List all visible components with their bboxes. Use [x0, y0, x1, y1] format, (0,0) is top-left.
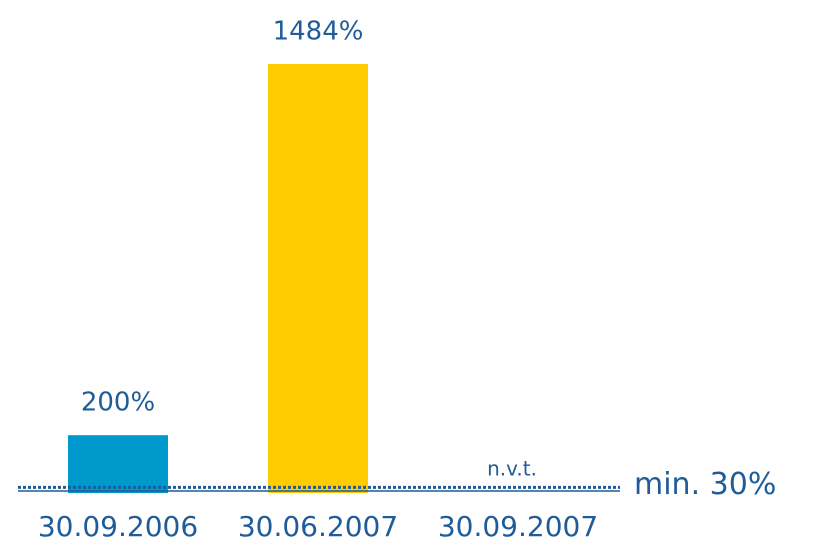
- value-label: n.v.t.: [487, 457, 537, 481]
- threshold-label: min. 30%: [634, 467, 776, 502]
- x-tick-label: 30.06.2007: [238, 510, 398, 543]
- value-label: 200%: [81, 388, 155, 418]
- x-tick-label: 30.09.2006: [38, 510, 198, 543]
- bar: [68, 435, 168, 493]
- value-label: 1484%: [273, 17, 364, 47]
- x-tick-label: 30.09.2007: [438, 510, 598, 543]
- bar: [268, 64, 368, 493]
